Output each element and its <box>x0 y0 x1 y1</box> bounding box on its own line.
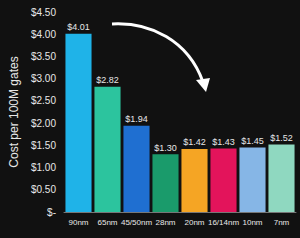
svg-text:$1.42: $1.42 <box>183 137 206 147</box>
svg-text:$1.30: $1.30 <box>154 143 177 153</box>
svg-text:7nm: 7nm <box>274 218 290 227</box>
svg-text:28nm: 28nm <box>155 218 175 227</box>
svg-text:16/14nm: 16/14nm <box>208 218 239 227</box>
svg-text:$4.50: $4.50 <box>31 7 56 18</box>
svg-text:20nm: 20nm <box>184 218 204 227</box>
svg-text:$1.50: $1.50 <box>31 140 56 151</box>
svg-text:$1.94: $1.94 <box>125 114 148 124</box>
svg-text:$0.50: $0.50 <box>31 184 56 195</box>
svg-text:65nm: 65nm <box>97 218 117 227</box>
svg-text:$4.01: $4.01 <box>67 22 90 32</box>
svg-text:$3.00: $3.00 <box>31 73 56 84</box>
svg-text:90nm: 90nm <box>68 218 88 227</box>
svg-text:$1.52: $1.52 <box>270 133 293 143</box>
svg-text:10nm: 10nm <box>242 218 262 227</box>
svg-text:$2.00: $2.00 <box>31 118 56 129</box>
svg-text:$-: $- <box>47 207 56 218</box>
svg-text:$1.45: $1.45 <box>241 136 264 146</box>
svg-text:$4.00: $4.00 <box>31 29 56 40</box>
svg-text:$3.50: $3.50 <box>31 51 56 62</box>
svg-text:$1.43: $1.43 <box>212 137 235 147</box>
svg-text:45/50nm: 45/50nm <box>121 218 152 227</box>
svg-text:$1.00: $1.00 <box>31 162 56 173</box>
svg-text:$2.50: $2.50 <box>31 95 56 106</box>
svg-text:$2.82: $2.82 <box>96 75 119 85</box>
svg-text:Cost per 100M gates: Cost per 100M gates <box>7 56 21 167</box>
